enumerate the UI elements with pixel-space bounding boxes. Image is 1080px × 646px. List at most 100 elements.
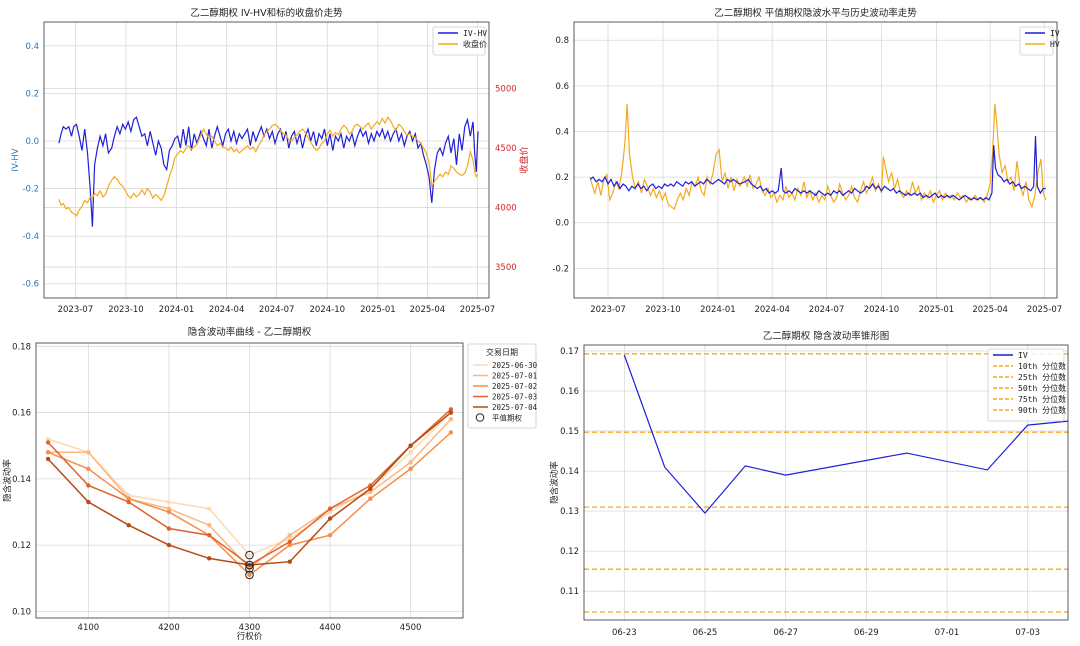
x-tick-label: 06-23 (612, 628, 637, 638)
smile-point (86, 466, 91, 472)
chart-title: 乙二醇期权 平值期权隐波水平与历史波动率走势 (714, 7, 917, 19)
x-tick-label: 07-01 (935, 628, 960, 638)
smile-point (368, 489, 373, 495)
y-tick-label: 0.16 (560, 387, 579, 397)
chart-title: 乙二醇期权 IV-HV和标的收盘价走势 (190, 7, 343, 19)
smile-point (287, 532, 292, 538)
legend-label: 2025-07-02 (492, 382, 537, 391)
x-tick-label: 06-29 (854, 628, 879, 638)
x-tick-label: 4500 (400, 623, 422, 633)
y-tick-label: 0.14 (12, 475, 31, 485)
y-tick-label: 0.12 (560, 547, 579, 557)
legend-label: 10th 分位数 (1018, 361, 1066, 371)
chart-iv-vs-hv: -0.2 0.0 0.2 0.4 0.6 0.8 2023-07 2023-10 2024-01… (552, 7, 1062, 315)
smile-point (247, 552, 252, 558)
plot-frame (35, 342, 464, 619)
x-tick-label: 2024-10 (310, 305, 346, 315)
smile-point (86, 450, 91, 455)
smile-point (166, 499, 172, 505)
y-axis-label: IV-HV (11, 148, 21, 171)
x-tick-label: 2024-01 (159, 305, 195, 315)
smile-point (368, 496, 373, 501)
y-tick-label: 0.0 (555, 219, 569, 229)
x-tick-label: 4400 (319, 623, 341, 633)
chart-title: 乙二醇期权 隐含波动率锥形图 (763, 330, 890, 342)
x-tick-label: 4300 (239, 623, 261, 633)
x-tick-label: 2024-07 (809, 305, 845, 315)
x-tick-label: 2025-07 (1027, 305, 1063, 315)
smile-point (45, 456, 51, 462)
legend-label: 2025-07-03 (492, 393, 537, 402)
smile-point (166, 509, 172, 515)
smile-point (327, 516, 333, 521)
x-tick-label: 4100 (78, 623, 100, 633)
smile-point (287, 536, 292, 541)
legend-box (432, 26, 486, 56)
chart-iv-cone: 0.11 0.12 0.13 0.14 0.15 0.16 0.17 06-23 06-25 06… (549, 330, 1069, 638)
legend-label: 2025-07-04 (492, 403, 538, 412)
y2-axis-label: 收盘价 (518, 146, 530, 173)
smile-point (408, 450, 413, 455)
smile-point (327, 506, 333, 511)
y-tick-label: -0.4 (22, 232, 39, 242)
legend-label: IV (1050, 29, 1060, 38)
smile-point (166, 526, 172, 531)
smile-point (448, 407, 454, 412)
x-tick-label: 2024-01 (700, 305, 736, 315)
y-tick-label: 0.18 (12, 342, 31, 352)
y-tick-label: 0.10 (12, 607, 31, 617)
x-axis-label: 行权价 (237, 631, 263, 642)
legend-label: HV (1050, 40, 1060, 49)
smile-point (86, 483, 91, 488)
smile-point (287, 542, 292, 548)
legend-label: 2025-06-30 (492, 361, 538, 370)
y-tick-label: 0.2 (25, 89, 39, 99)
smile-point (287, 559, 292, 564)
legend-label: 25th 分位数 (1018, 372, 1066, 382)
legend-label: 平值期权 (492, 413, 522, 423)
legend-label: IV-HV (463, 29, 487, 38)
legend-atm-marker (475, 413, 485, 422)
y2-tick-label: 4500 (495, 144, 517, 154)
series-line-iv (623, 354, 1069, 515)
x-tick-label: 2023-10 (108, 305, 144, 315)
atm-marker (245, 560, 254, 570)
y-tick-label: 0.14 (560, 467, 579, 477)
atm-marker (245, 564, 254, 573)
y2-tick-label: 4000 (495, 204, 517, 214)
y-tick-label: -0.6 (22, 280, 39, 290)
y-tick-label: 0.4 (555, 127, 569, 137)
y-tick-label: 0.0 (25, 137, 39, 147)
y2-tick-label: 3500 (495, 263, 517, 273)
y-tick-label: -0.2 (22, 185, 39, 195)
smile-point (126, 499, 131, 505)
y-tick-label: 0.17 (560, 347, 579, 357)
y-axis-label: 隐含波动率 (2, 459, 13, 502)
series-line-iv-hv (58, 116, 479, 227)
x-tick-label: 2025-01 (919, 305, 955, 315)
legend-label: 75th 分位数 (1018, 394, 1066, 404)
x-tick-label: 07-03 (1015, 628, 1040, 638)
smile-point (45, 450, 51, 455)
y2-tick-label: 5000 (495, 85, 517, 95)
smile-point (166, 542, 172, 548)
legend-label: 收盘价 (463, 39, 487, 49)
legend-label: 2025-07-01 (492, 372, 537, 381)
smile-point (408, 460, 413, 465)
x-tick-label: 2024-07 (259, 305, 295, 315)
smile-point (207, 532, 212, 538)
y-tick-label: 0.4 (25, 42, 39, 52)
atm-marker (245, 570, 254, 580)
legend-title: 交易日期 (486, 347, 518, 357)
y-axis-label: 隐含波动率 (549, 461, 560, 504)
chart-title: 隐含波动率曲线 - 乙二醇期权 (188, 326, 312, 338)
smile-point (448, 417, 454, 422)
legend-label: 50th 分位数 (1018, 383, 1066, 393)
x-tick-label: 2025-07 (460, 305, 496, 315)
smile-point (408, 443, 413, 448)
chart-iv-hv-close: -0.6 -0.4 -0.2 0.0 0.2 0.4 3500 4000 4500 5000 202… (11, 7, 530, 315)
x-tick-label: 2024-04 (209, 305, 245, 315)
chart-iv-smile: 0.10 0.12 0.14 0.16 0.18 4100 4200 4300 4400 4500… (2, 326, 538, 642)
series-line-iv (589, 135, 1046, 201)
